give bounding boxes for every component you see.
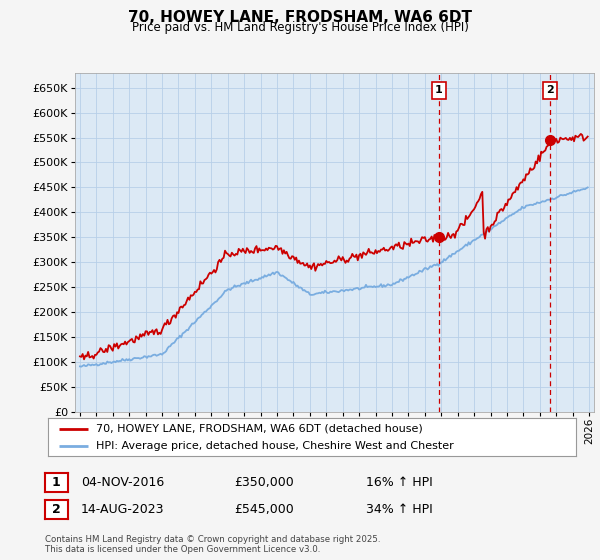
Text: 04-NOV-2016: 04-NOV-2016 — [81, 476, 164, 489]
Text: Price paid vs. HM Land Registry's House Price Index (HPI): Price paid vs. HM Land Registry's House … — [131, 21, 469, 34]
Text: £350,000: £350,000 — [234, 476, 294, 489]
Text: Contains HM Land Registry data © Crown copyright and database right 2025.
This d: Contains HM Land Registry data © Crown c… — [45, 535, 380, 554]
Text: 2: 2 — [52, 503, 61, 516]
Text: £545,000: £545,000 — [234, 503, 294, 516]
Text: 70, HOWEY LANE, FRODSHAM, WA6 6DT: 70, HOWEY LANE, FRODSHAM, WA6 6DT — [128, 10, 472, 25]
Text: 34% ↑ HPI: 34% ↑ HPI — [366, 503, 433, 516]
Text: 70, HOWEY LANE, FRODSHAM, WA6 6DT (detached house): 70, HOWEY LANE, FRODSHAM, WA6 6DT (detac… — [95, 423, 422, 433]
Text: 1: 1 — [52, 476, 61, 489]
Text: HPI: Average price, detached house, Cheshire West and Chester: HPI: Average price, detached house, Ches… — [95, 441, 453, 451]
Text: 16% ↑ HPI: 16% ↑ HPI — [366, 476, 433, 489]
Text: 2: 2 — [546, 85, 554, 95]
Text: 14-AUG-2023: 14-AUG-2023 — [81, 503, 164, 516]
Text: 1: 1 — [435, 85, 443, 95]
